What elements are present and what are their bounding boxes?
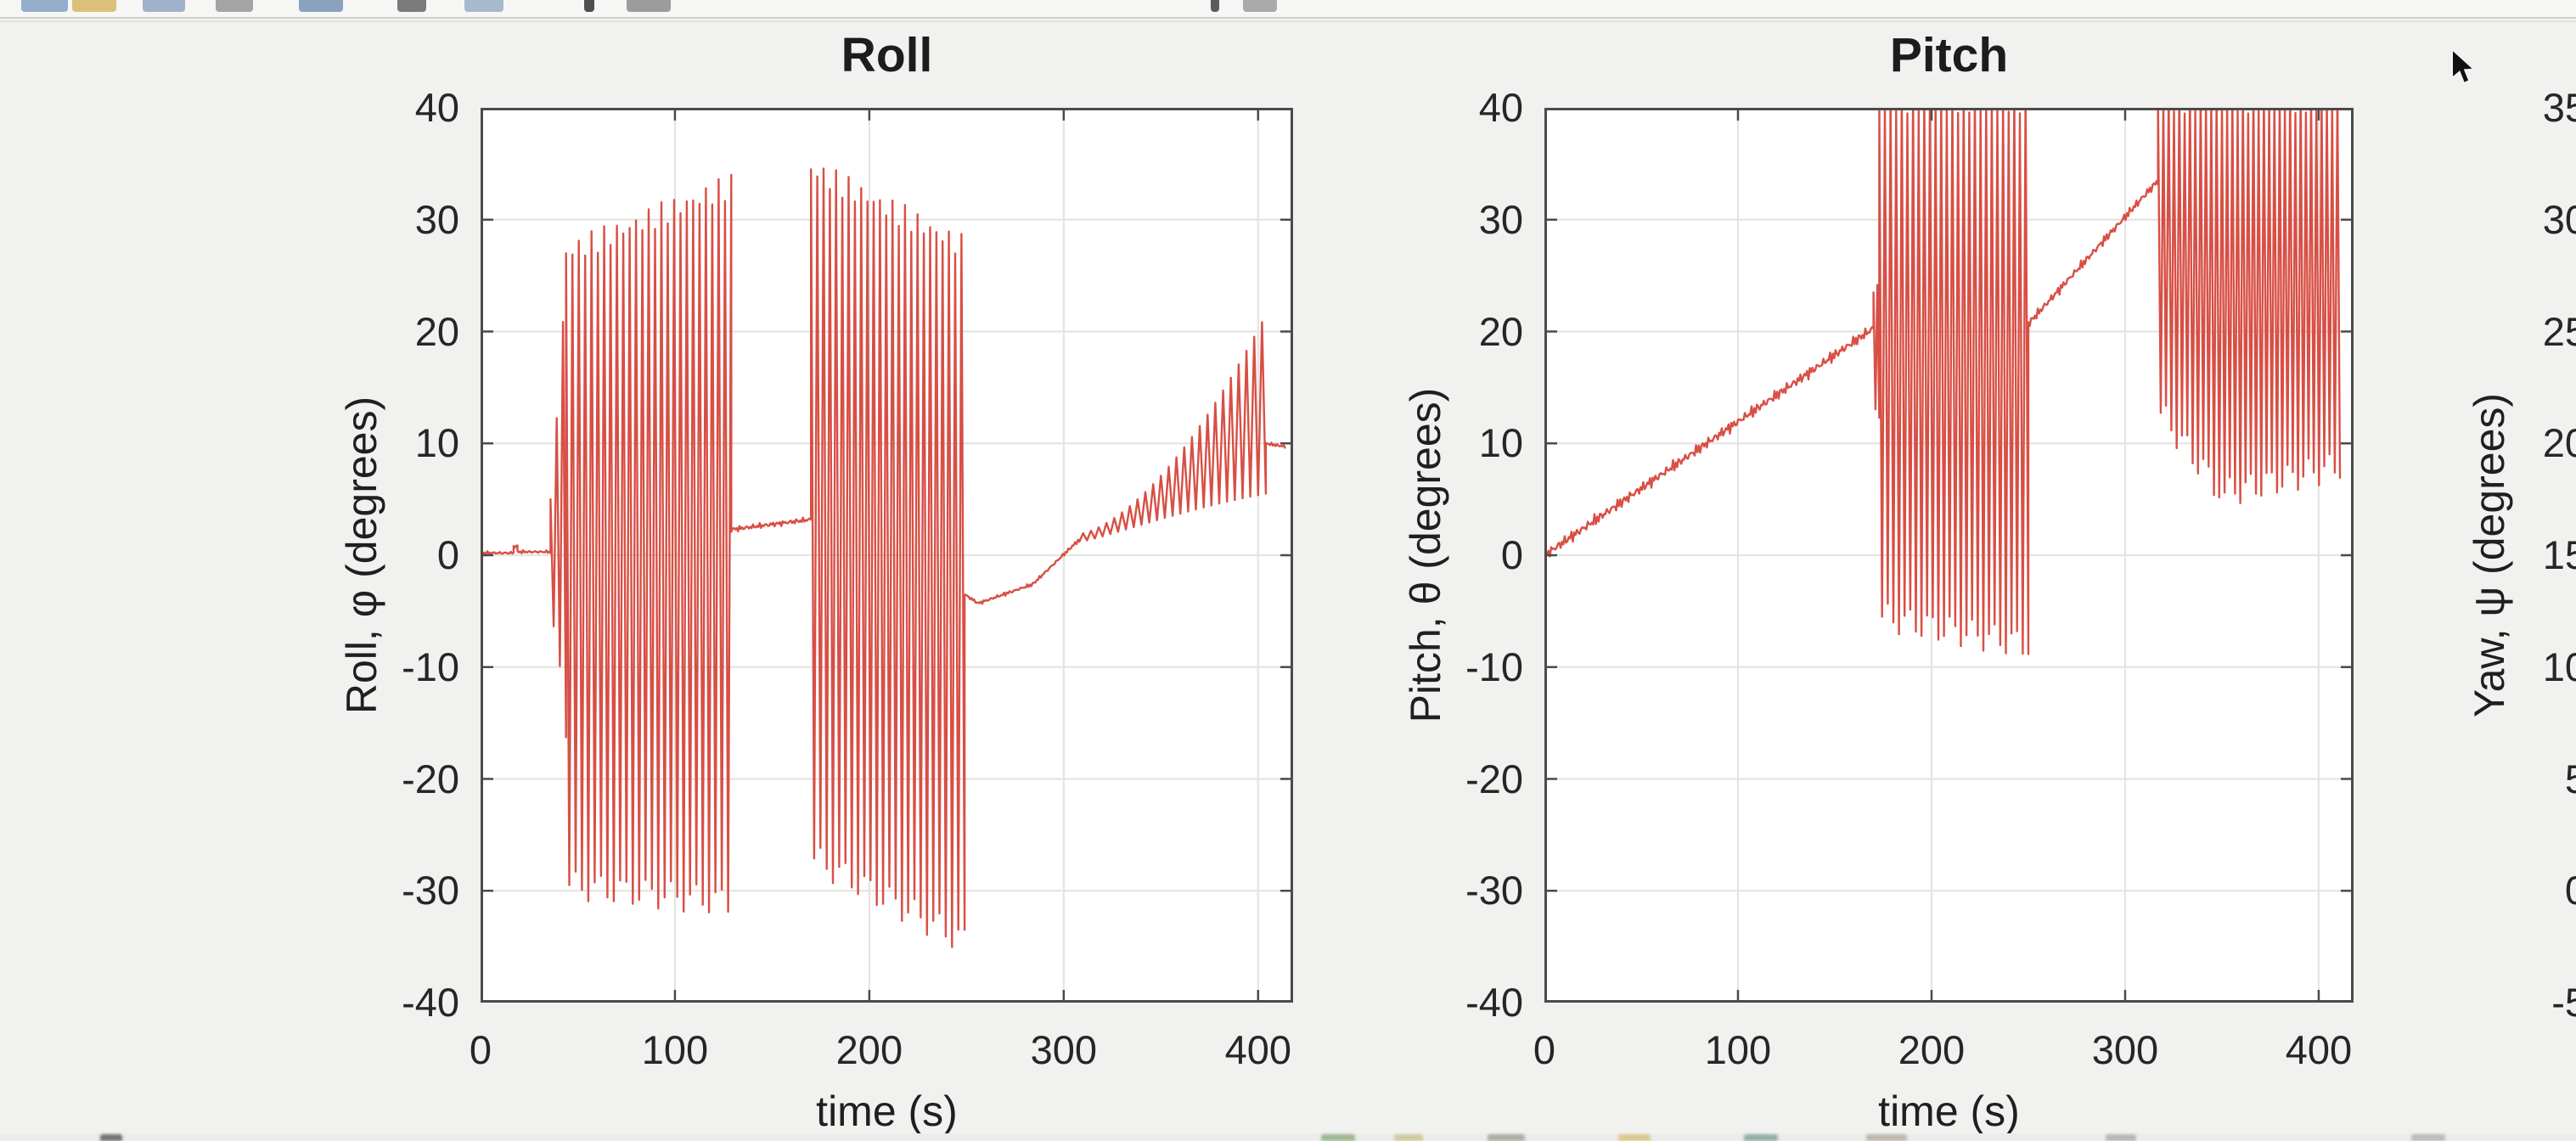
x-tick-label: 0	[1533, 1027, 1556, 1072]
x-tick-label: 200	[835, 1027, 903, 1072]
y-tick-label: -5	[2551, 980, 2576, 1025]
y-tick-label: 0	[1500, 532, 1523, 577]
plot-title: Roll	[841, 28, 933, 82]
y-tick-label: -30	[1465, 868, 1523, 913]
toolbar-icon[interactable]	[1211, 0, 1219, 12]
y-tick-label: 35	[2542, 85, 2576, 130]
y-tick-label: 15	[2542, 532, 2576, 577]
dock-item[interactable]	[1394, 1134, 1423, 1141]
toolbar-icon[interactable]	[464, 0, 503, 12]
y-tick-label: -20	[402, 756, 459, 801]
pitch-axes-area[interactable]	[1544, 108, 2354, 1003]
toolbar-icon[interactable]	[299, 0, 343, 12]
figure-toolbar	[0, 0, 2576, 22]
y-tick-label: 30	[1478, 196, 1523, 242]
y-tick-label: 0	[2564, 868, 2576, 913]
x-tick-label: 400	[2285, 1027, 2353, 1072]
roll-axes-area[interactable]	[481, 108, 1293, 1003]
y-tick-label: 10	[414, 420, 459, 466]
y-tick-label: -10	[1465, 644, 1523, 689]
y-tick-label: 40	[1478, 85, 1523, 130]
y-tick-label: -40	[1465, 980, 1523, 1025]
y-tick-label: 30	[2542, 196, 2576, 242]
x-axis-label: time (s)	[1878, 1088, 2020, 1135]
toolbar-icon[interactable]	[1243, 0, 1277, 12]
y-tick-label: -30	[402, 868, 459, 913]
dock-item[interactable]	[1744, 1134, 1778, 1141]
y-tick-label: 25	[2542, 308, 2576, 354]
dock-item[interactable]	[1321, 1134, 1355, 1141]
toolbar-icon[interactable]	[397, 0, 426, 12]
y-tick-label: 5	[2564, 756, 2576, 801]
y-tick-label: 20	[2542, 420, 2576, 466]
toolbar-icon[interactable]	[216, 0, 253, 12]
toolbar-icon[interactable]	[143, 0, 185, 12]
y-tick-label: 20	[1478, 308, 1523, 354]
toolbar-icon[interactable]	[584, 0, 594, 12]
x-tick-label: 100	[1704, 1027, 1772, 1072]
y-tick-label: -10	[402, 644, 459, 689]
dock-item[interactable]	[2106, 1134, 2136, 1141]
toolbar-icon[interactable]	[21, 0, 68, 12]
x-tick-label: 0	[469, 1027, 492, 1072]
y-tick-label: -40	[402, 980, 459, 1025]
toolbar-icon[interactable]	[72, 0, 116, 12]
x-tick-label: 100	[641, 1027, 709, 1072]
dock-item[interactable]	[100, 1134, 122, 1141]
x-tick-label: 400	[1224, 1027, 1291, 1072]
y-tick-label: -20	[1465, 756, 1523, 801]
x-axis-label: time (s)	[816, 1088, 958, 1135]
y-tick-label: 40	[414, 85, 459, 130]
x-tick-label: 300	[2091, 1027, 2159, 1072]
y-tick-label: 30	[414, 196, 459, 242]
plot-title: Pitch	[1889, 28, 2009, 82]
toolbar-icon[interactable]	[627, 0, 671, 12]
dock-sliver[interactable]	[0, 1133, 2576, 1141]
y-tick-label: 20	[414, 308, 459, 354]
mouse-cursor-icon	[2449, 47, 2484, 94]
y-tick-label: 10	[2542, 644, 2576, 689]
dock-item[interactable]	[1866, 1134, 1907, 1141]
dock-item[interactable]	[1618, 1134, 1651, 1141]
dock-item[interactable]	[1488, 1134, 1525, 1141]
y-tick-label: 0	[436, 532, 459, 577]
x-tick-label: 300	[1030, 1027, 1098, 1072]
dock-item[interactable]	[2411, 1134, 2445, 1141]
y-tick-label: 10	[1478, 420, 1523, 466]
x-tick-label: 200	[1898, 1027, 1966, 1072]
